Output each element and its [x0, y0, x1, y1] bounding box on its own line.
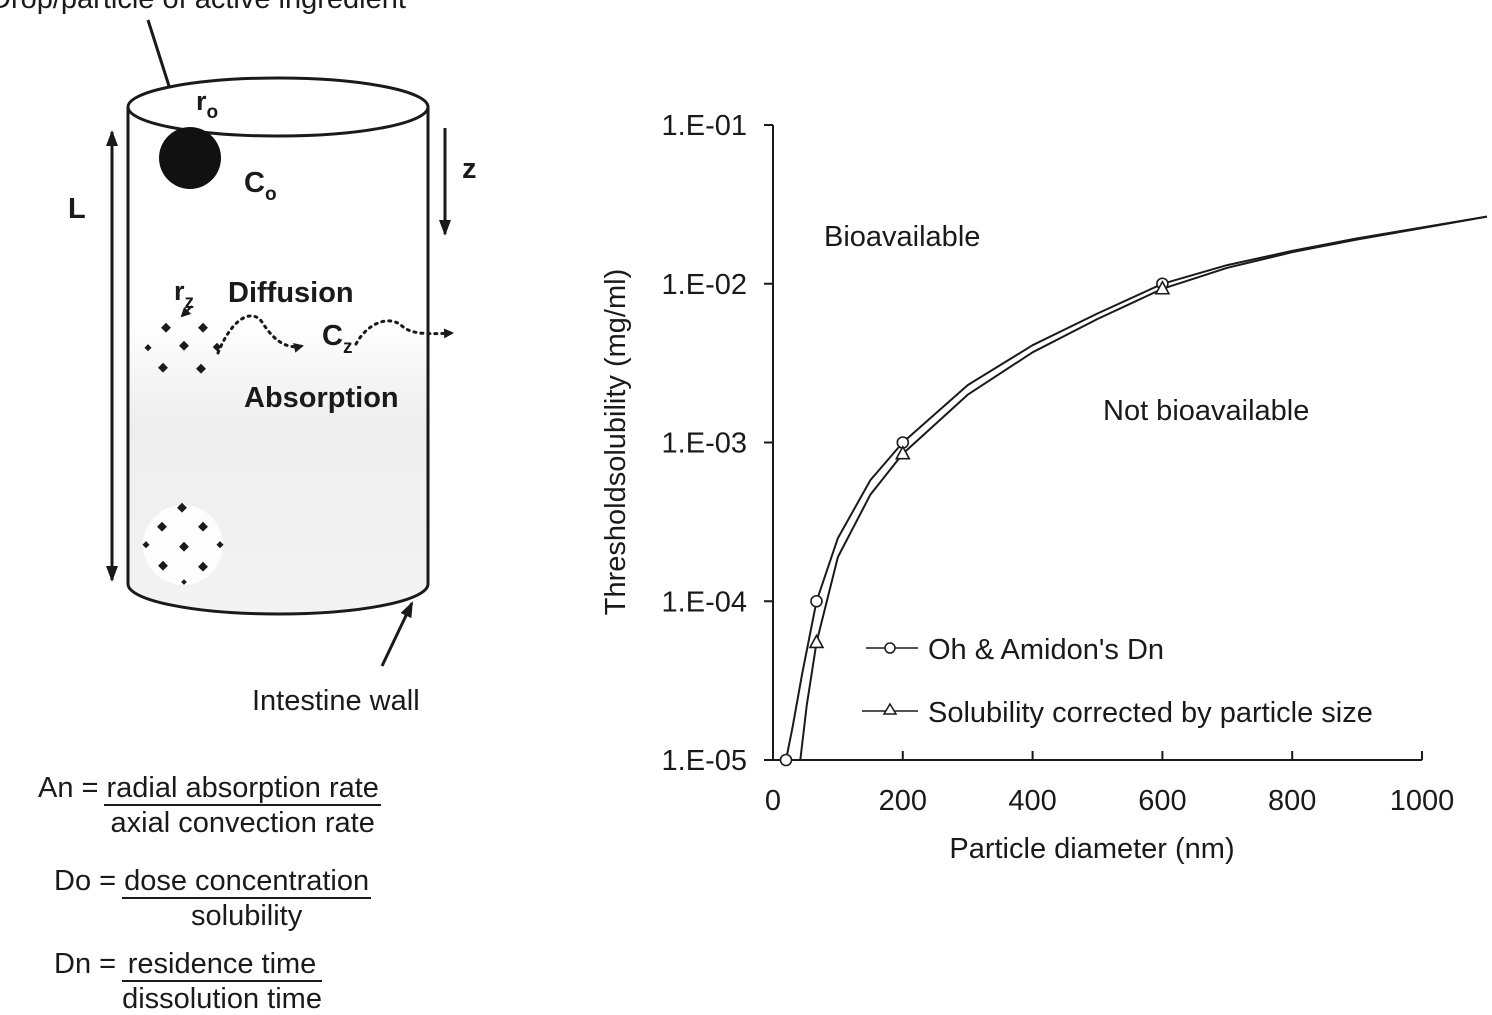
formula-do-denominator: solubility [191, 900, 303, 932]
intestine-diagram: Drop/particle of active ingredient ro Co… [0, 0, 477, 717]
x-tick-label: 1000 [1390, 785, 1455, 817]
formula-dn-lhs: Dn = [54, 948, 117, 980]
cylinder-bottom-edge [126, 583, 430, 616]
drug-particle [159, 127, 221, 189]
drop-particle-label: Drop/particle of active ingredient [0, 0, 406, 15]
legend-entry-corrected: Solubility corrected by particle size [862, 697, 1373, 729]
formula-an-numerator: radial absorption rate [104, 772, 381, 806]
formula-do-lhs: Do = [54, 865, 117, 897]
formula-do-numerator: dose concentration [122, 865, 372, 899]
formula-an-denominator: axial convection rate [110, 807, 375, 839]
dispersed-droplets-upper [144, 322, 222, 374]
formula-dn-numerator: residence time [122, 950, 322, 982]
y-tick-label: 1.E-01 [662, 110, 747, 142]
region-label-bioavailable: Bioavailable [824, 221, 980, 253]
y-tick-label: 1.E-03 [662, 428, 747, 460]
region-label-not-bioavailable: Not bioavailable [1103, 395, 1309, 427]
plot-area [779, 215, 1488, 767]
data-point-circle [810, 594, 823, 608]
diffusion-path-arrow [216, 314, 304, 355]
x-tick-label: 200 [879, 785, 927, 817]
c-o-label: Co [244, 167, 277, 205]
r-z-arrow [180, 305, 193, 318]
r-o-label: ro [196, 86, 218, 123]
legend-label-oh-amidon: Oh & Amidon's Dn [928, 634, 1164, 666]
formula-do: Do = dose concentration solubility [54, 865, 372, 932]
legend-entry-oh-amidon: Oh & Amidon's Dn [866, 634, 1164, 666]
diffusion-label: Diffusion [228, 277, 354, 309]
series-line-corrected [799, 215, 1488, 761]
x-axis-ticks: 0 200 400 600 800 1000 [765, 751, 1454, 817]
r-z-label: rz [174, 276, 194, 313]
formula-dn: Dn = residence time dissolution time [54, 950, 322, 1014]
x-tick-label: 600 [1138, 785, 1186, 817]
cylinder-top-ellipse [126, 76, 430, 138]
absorption-path-arrow [354, 319, 454, 346]
series-line-oh-amidon [785, 215, 1488, 761]
legend: Oh & Amidon's Dn Solubility corrected by… [862, 634, 1373, 729]
data-point-triangle [894, 445, 911, 460]
legend-marker-triangle [882, 702, 898, 715]
series-lines [785, 215, 1488, 761]
y-tick-label: 1.E-05 [662, 745, 747, 777]
formula-an: An = radial absorption rate axial convecti… [38, 774, 381, 838]
y-axis-title: Thresholdsolubility (mg/ml) [600, 269, 632, 616]
y-tick-label: 1.E-04 [662, 586, 747, 618]
intestine-wall-label: Intestine wall [252, 685, 420, 717]
solubility-chart: 1.E-05 1.E-04 1.E-03 1.E-02 1.E-01 0 200 400 60… [600, 110, 1488, 865]
data-point-triangle [1154, 280, 1171, 295]
length-label: L [68, 193, 86, 225]
y-tick-label: 1.E-02 [662, 269, 747, 301]
cylinder-fill [128, 107, 428, 614]
legend-marker-circle [884, 642, 896, 654]
z-axis-label: z [462, 153, 477, 185]
intestine-wall-pointer [380, 601, 414, 667]
y-axis-ticks: 1.E-05 1.E-04 1.E-03 1.E-02 1.E-01 [662, 110, 773, 777]
x-tick-label: 800 [1268, 785, 1316, 817]
x-tick-label: 400 [1008, 785, 1056, 817]
c-z-label: Cz [322, 320, 352, 358]
formula-an-lhs: An = [38, 772, 99, 804]
x-axis-title: Particle diameter (nm) [949, 833, 1234, 865]
data-point-triangle [808, 633, 825, 649]
absorption-label: Absorption [244, 382, 399, 414]
legend-label-corrected: Solubility corrected by particle size [928, 697, 1373, 729]
formula-dn-denominator: dissolution time [122, 983, 322, 1015]
x-tick-label: 0 [765, 785, 781, 817]
data-point-circle [779, 753, 793, 767]
series-markers [779, 277, 1171, 767]
